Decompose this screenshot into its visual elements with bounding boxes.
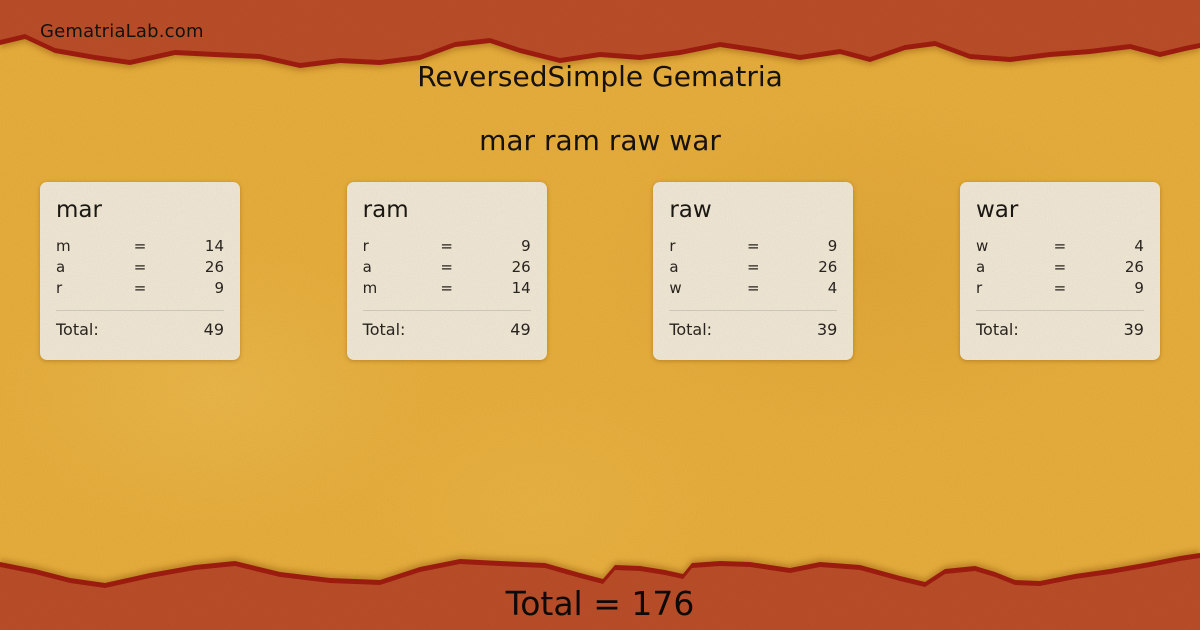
card-divider	[56, 310, 224, 312]
equals-sign: =	[133, 279, 147, 298]
equals-sign: =	[1053, 258, 1067, 277]
letter-value: 9	[521, 237, 531, 256]
equals-sign: =	[440, 237, 453, 256]
letter-row: m = 14	[363, 278, 531, 299]
letter-row: a = 26	[669, 257, 837, 278]
letter-row: m = 14	[56, 236, 224, 257]
letter-value: 14	[204, 237, 224, 256]
letter: a	[56, 258, 66, 277]
total-label: Total:	[975, 320, 1019, 340]
letter: w	[669, 279, 682, 298]
word-card-raw: raw r = 9 a = 26 w = 4	[653, 182, 854, 360]
equals-sign: =	[1053, 237, 1067, 256]
letter-row: r = 9	[669, 236, 837, 257]
letter-rows: w = 4 a = 26 r = 9	[976, 236, 1144, 299]
letter: r	[669, 237, 676, 256]
card-divider	[669, 310, 838, 312]
letter-row: a = 26	[56, 257, 224, 278]
letter: a	[669, 258, 679, 277]
letter: r	[56, 279, 63, 298]
letter-row: w = 4	[669, 278, 837, 299]
equals-sign: =	[1053, 279, 1067, 298]
letter: w	[975, 237, 989, 256]
letter-value: 26	[204, 258, 224, 277]
letter-value: 4	[827, 279, 838, 298]
letter-value: 26	[511, 258, 531, 277]
card-word: mar	[56, 197, 102, 223]
card-word: war	[975, 197, 1019, 223]
letter-row: r = 9	[56, 278, 224, 299]
equals-sign: =	[440, 258, 453, 277]
letter-value: 9	[1134, 279, 1144, 298]
total-value: 49	[203, 320, 224, 340]
total-value: 39	[1123, 320, 1144, 340]
letter-row: w = 4	[976, 236, 1144, 257]
card-total-row: Total: 39	[669, 320, 837, 339]
card-word: ram	[362, 197, 409, 223]
total-label: Total:	[56, 320, 99, 340]
letter-value: 26	[1124, 258, 1144, 277]
letter: a	[362, 258, 372, 277]
equals-sign: =	[747, 279, 760, 298]
letter: m	[56, 237, 71, 256]
equals-sign: =	[747, 237, 760, 256]
site-brand: GematriaLab.com	[40, 21, 204, 42]
letter: r	[362, 237, 369, 256]
letter: a	[975, 258, 986, 277]
letter-row: a = 26	[363, 257, 531, 278]
letter-value: 14	[511, 279, 531, 298]
letter: m	[362, 279, 378, 298]
card-total-row: Total: 39	[976, 320, 1144, 339]
letter-value: 9	[214, 279, 224, 298]
word-card-war: war w = 4 a = 26 r = 9	[959, 182, 1160, 360]
letter-value: 9	[827, 237, 838, 256]
total-label: Total:	[362, 320, 406, 340]
word-cards-row: mar m = 14 a = 26 r = 9	[40, 182, 1160, 360]
equals-sign: =	[133, 258, 147, 277]
equals-sign: =	[747, 258, 760, 277]
letter-row: r = 9	[976, 278, 1144, 299]
word-card-ram: ram r = 9 a = 26 m = 14	[346, 182, 547, 360]
page-title: ReversedSimple Gematria	[417, 60, 783, 93]
letter-value: 26	[818, 258, 838, 277]
card-divider	[975, 310, 1144, 312]
total-value: 39	[816, 320, 838, 340]
card-total-row: Total: 49	[56, 320, 224, 339]
total-value: 49	[510, 320, 531, 340]
letter-row: r = 9	[363, 236, 531, 257]
queried-phrase: mar ram raw war	[479, 124, 721, 157]
letter-row: a = 26	[976, 257, 1144, 278]
card-total-row: Total: 49	[363, 320, 531, 339]
letter-rows: r = 9 a = 26 w = 4	[669, 236, 837, 299]
grand-total: Total = 176	[505, 584, 695, 623]
equals-sign: =	[440, 279, 453, 298]
letter-value: 4	[1134, 237, 1144, 256]
total-label: Total:	[669, 320, 713, 340]
letter: r	[975, 279, 983, 298]
card-divider	[362, 310, 531, 312]
card-word: raw	[669, 197, 712, 223]
word-card-mar: mar m = 14 a = 26 r = 9	[40, 182, 240, 360]
letter-rows: r = 9 a = 26 m = 14	[363, 236, 531, 299]
equals-sign: =	[133, 237, 147, 256]
letter-rows: m = 14 a = 26 r = 9	[56, 236, 224, 299]
